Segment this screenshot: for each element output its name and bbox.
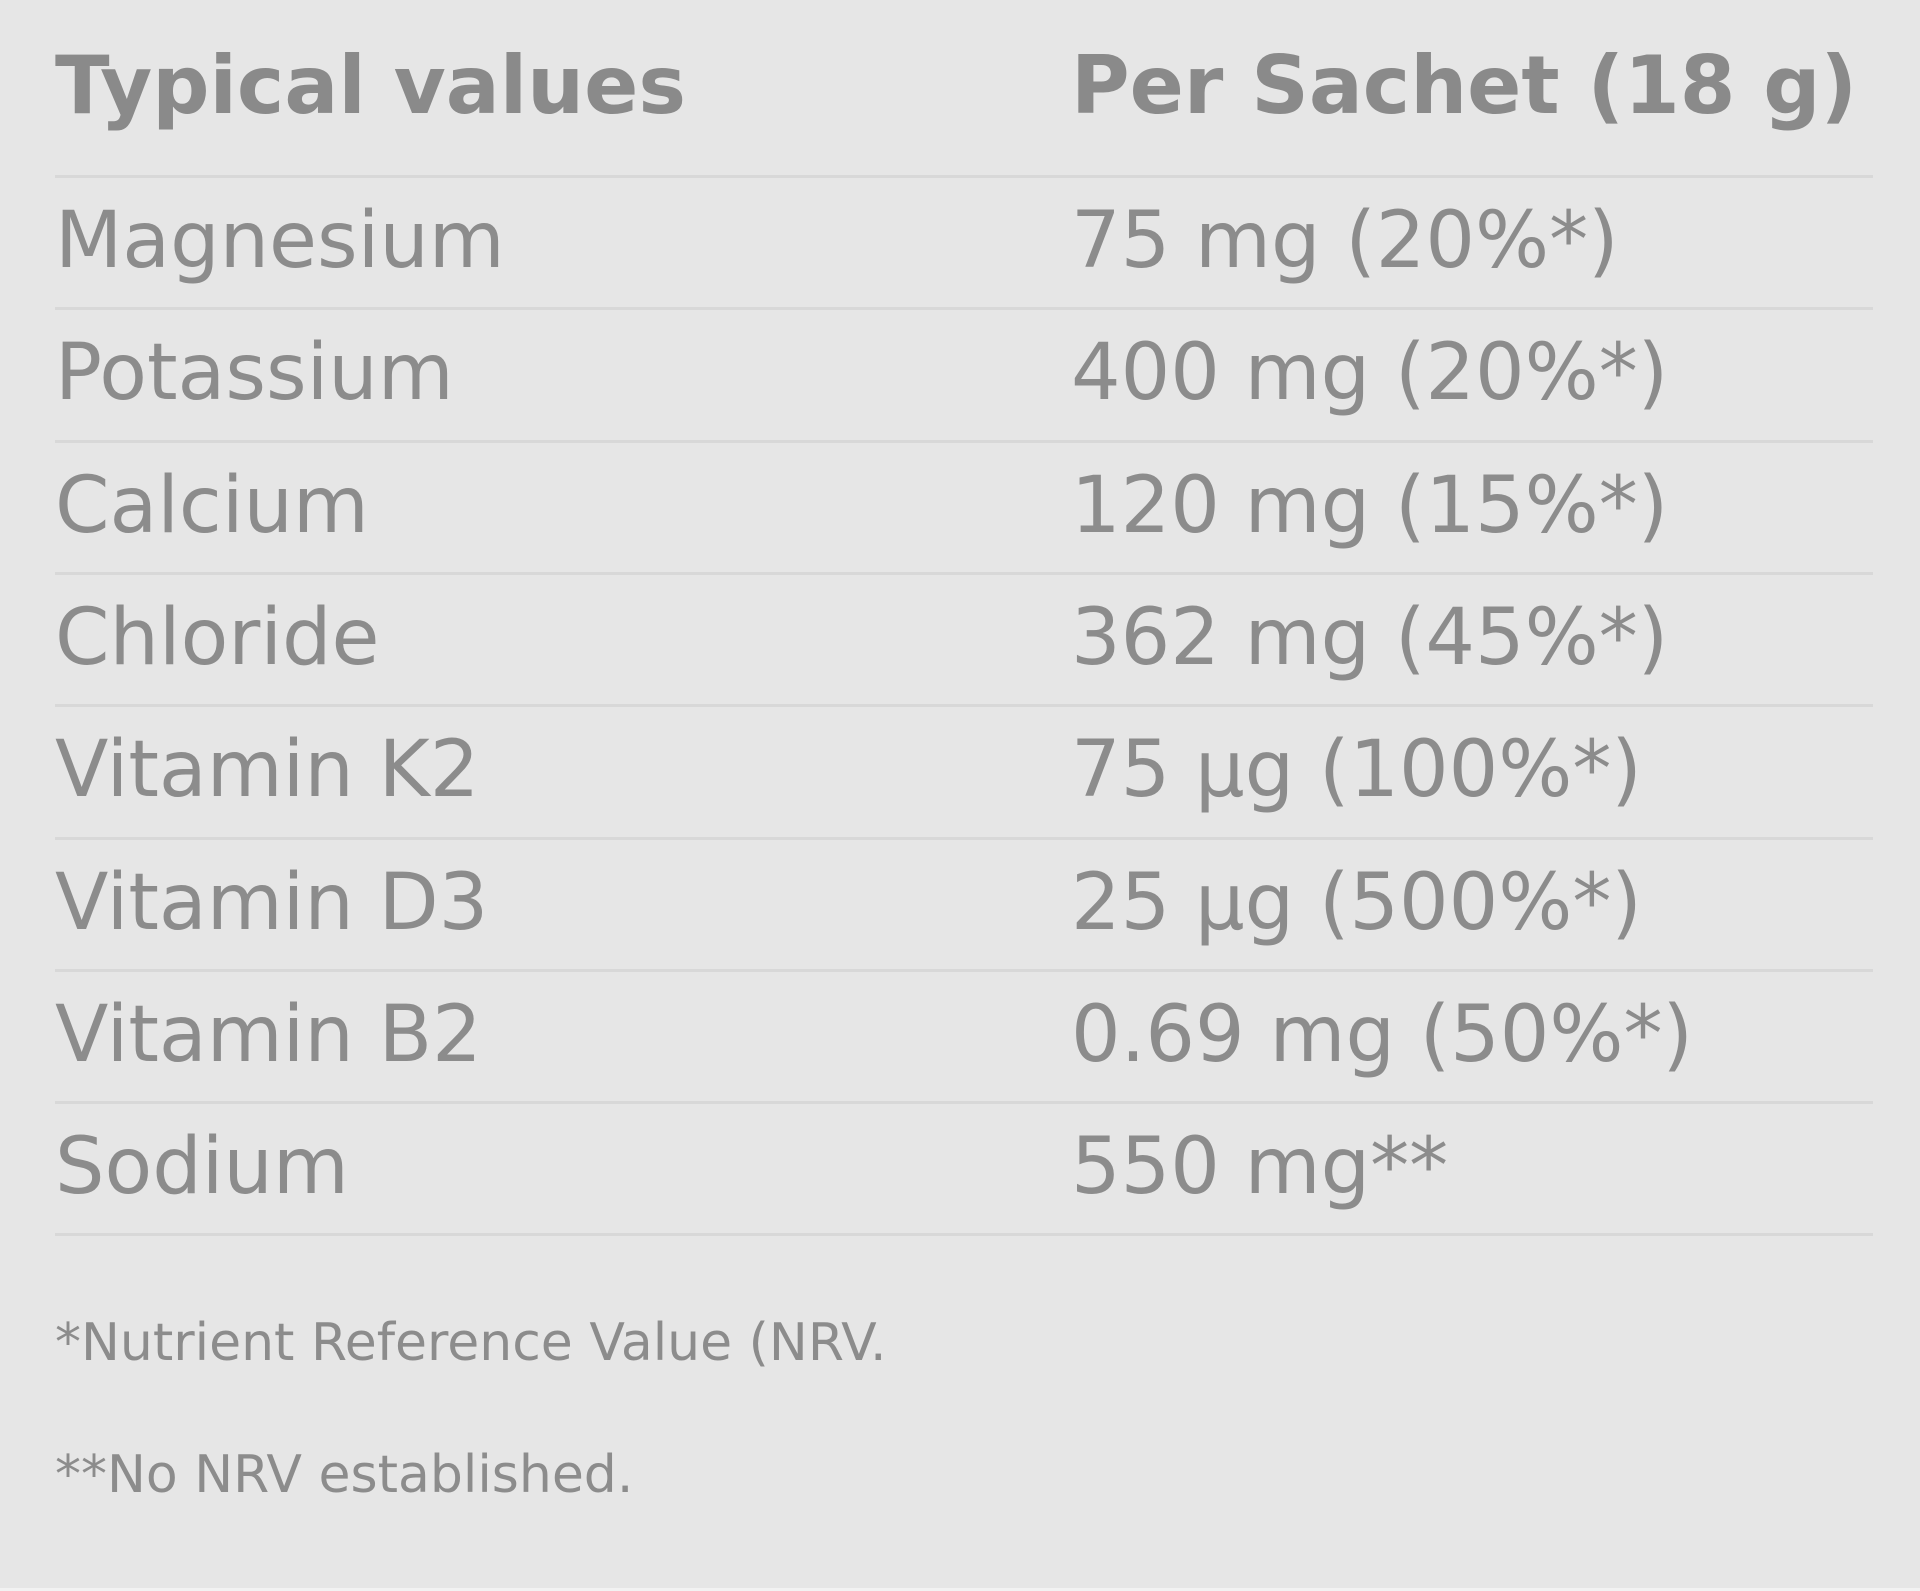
row-divider xyxy=(55,175,1873,178)
nutrient-name: Vitamin B2 xyxy=(55,989,482,1080)
nutrient-name: Vitamin K2 xyxy=(55,725,480,816)
nutrient-name: Magnesium xyxy=(55,196,505,287)
row-divider xyxy=(55,439,1873,443)
nutrient-amount: 362 mg (45%*) xyxy=(1071,593,1669,684)
nutrient-amount: 0.69 mg (50%*) xyxy=(1071,989,1693,1080)
nutrient-amount: 75 µg (100%*) xyxy=(1071,725,1642,816)
header-cell: Typical values xyxy=(55,39,686,132)
row-divider xyxy=(55,571,1873,575)
header-cell: Per Sachet (18 g) xyxy=(1071,39,1858,132)
nutrient-name: Vitamin D3 xyxy=(55,857,489,948)
nutrient-name: Chloride xyxy=(55,593,380,684)
row-divider xyxy=(55,307,1873,311)
nutrient-amount: 120 mg (15%*) xyxy=(1071,460,1669,551)
nutrient-amount: 25 µg (500%*) xyxy=(1071,857,1642,948)
nutrient-amount: 75 mg (20%*) xyxy=(1071,196,1619,287)
row-divider xyxy=(55,704,1873,708)
footnote: **No NRV established. xyxy=(55,1445,634,1505)
row-divider xyxy=(55,1101,1873,1105)
row-divider xyxy=(55,836,1873,840)
row-divider xyxy=(55,1233,1873,1237)
nutrient-name: Calcium xyxy=(55,460,369,551)
footnote: *Nutrient Reference Value (NRV. xyxy=(55,1313,887,1373)
row-divider xyxy=(55,968,1873,972)
nutrient-amount: 550 mg** xyxy=(1071,1122,1449,1213)
nutrient-name: Potassium xyxy=(55,328,454,419)
nutrient-amount: 400 mg (20%*) xyxy=(1071,328,1669,419)
bottom-strip xyxy=(0,1588,1920,1591)
nutrient-name: Sodium xyxy=(55,1122,349,1213)
